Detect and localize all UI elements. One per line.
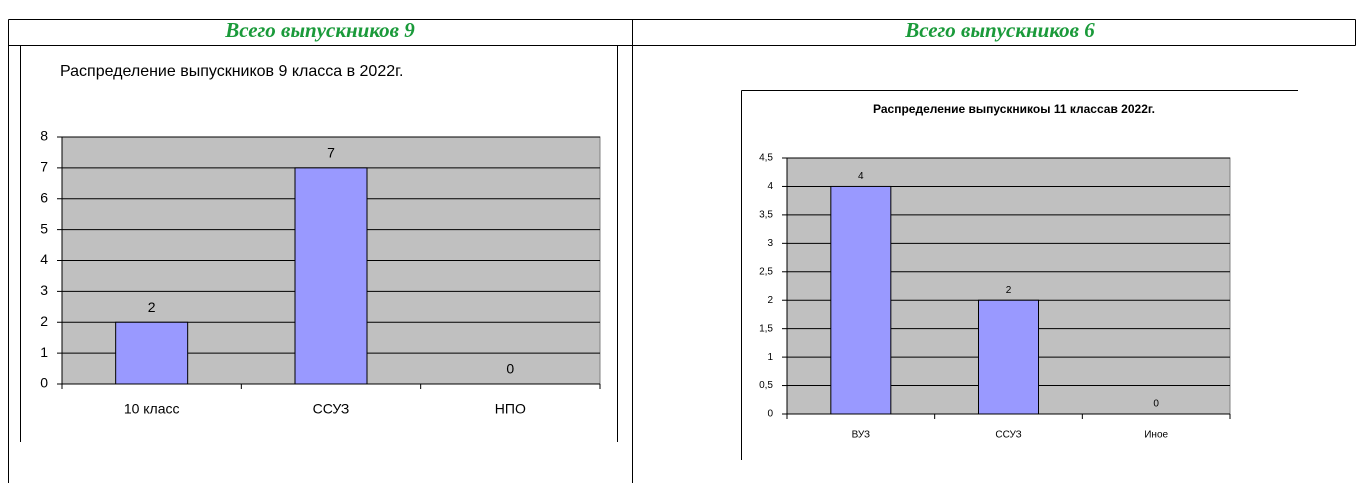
y-tick-label: 1 <box>767 352 773 363</box>
y-tick-label: 0,5 <box>759 380 773 391</box>
y-tick-label: 1,5 <box>759 323 773 334</box>
chart-title: Распределение выпускников 9 класса в 202… <box>60 63 403 80</box>
y-tick-label: 3 <box>40 282 48 298</box>
x-tick-label: НПО <box>495 401 526 417</box>
data-label: 0 <box>506 361 514 377</box>
column-header: Всего выпускников 9 <box>224 18 415 42</box>
x-tick-label: Иное <box>1144 430 1168 441</box>
y-tick-label: 4 <box>767 181 773 192</box>
data-label: 7 <box>327 145 335 161</box>
chart-title: Распределение выпускникоы 11 классав 202… <box>873 102 1155 116</box>
x-tick-label: 10 класс <box>124 401 180 417</box>
y-tick-label: 0 <box>40 375 48 391</box>
y-tick-label: 0 <box>767 409 773 420</box>
data-label: 2 <box>1006 285 1012 296</box>
bar <box>294 167 368 385</box>
y-tick-label: 2 <box>767 295 773 306</box>
y-tick-label: 3,5 <box>759 210 773 221</box>
data-label: 2 <box>148 299 156 315</box>
bar <box>978 299 1039 415</box>
x-tick-label: ССУЗ <box>995 430 1021 441</box>
x-tick-label: ВУЗ <box>852 430 871 441</box>
y-tick-label: 1 <box>40 344 48 360</box>
y-tick-label: 7 <box>40 159 48 175</box>
column-header: Всего выпускников 6 <box>904 18 1095 42</box>
y-tick-label: 4 <box>40 251 48 267</box>
y-tick-label: 6 <box>40 189 48 205</box>
y-tick-label: 2,5 <box>759 266 773 277</box>
y-tick-label: 4,5 <box>759 153 773 164</box>
data-label: 4 <box>858 171 864 182</box>
x-tick-label: ССУЗ <box>313 401 350 417</box>
y-tick-label: 3 <box>767 238 773 249</box>
data-label: 0 <box>1153 399 1159 410</box>
bar <box>115 321 189 385</box>
table-frame <box>8 19 1356 483</box>
y-tick-label: 8 <box>40 128 48 144</box>
y-tick-label: 5 <box>40 220 48 236</box>
y-tick-label: 2 <box>40 313 48 329</box>
bar <box>830 185 892 415</box>
